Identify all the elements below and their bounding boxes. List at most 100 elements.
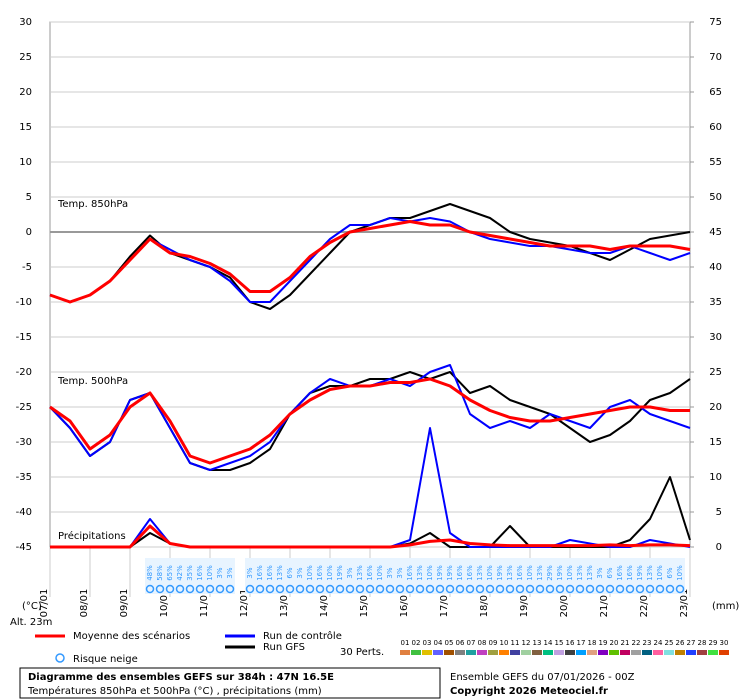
y2-tick-label: 30	[709, 332, 722, 343]
snow-flake	[395, 584, 405, 594]
perturbation-label: 19	[599, 639, 608, 647]
perturbation-label: 25	[665, 639, 674, 647]
snow-bg	[355, 558, 365, 594]
snow-flake	[565, 584, 575, 594]
snow-label: 10%	[656, 565, 664, 581]
snow-bg	[285, 558, 295, 594]
perturbation-swatch	[510, 650, 520, 655]
legend-label: Moyenne des scénarios	[73, 630, 190, 642]
x-tick-label: 09/01	[119, 589, 130, 618]
snow-bg	[165, 558, 175, 594]
snow-flake	[355, 584, 365, 594]
perturbation-swatch	[686, 650, 696, 655]
snow-bg	[265, 558, 275, 594]
snow-flake	[405, 584, 415, 594]
snow-bg	[575, 558, 585, 594]
snow-flake	[655, 584, 665, 594]
perturbation-label: 28	[698, 639, 707, 647]
snow-label: 6%	[666, 567, 674, 578]
y2-tick-label: 10	[709, 472, 722, 483]
snow-flake	[555, 584, 565, 594]
snow-label: 13%	[536, 565, 544, 581]
perturbation-label: 20	[610, 639, 619, 647]
snow-bg	[145, 558, 155, 594]
snow-bg	[385, 558, 395, 594]
y2-tick-label: 20	[709, 402, 722, 413]
snow-label: 13%	[646, 565, 654, 581]
plot-area	[49, 21, 691, 548]
snow-bg	[615, 558, 625, 594]
perturbation-swatch	[587, 650, 597, 655]
perturbation-label: 21	[621, 639, 630, 647]
perturbation-label: 10	[500, 639, 509, 647]
snow-flake	[545, 584, 555, 594]
x-tick-label: 18/01	[479, 589, 490, 618]
perturbation-swatch	[433, 650, 443, 655]
snow-flake	[195, 584, 205, 594]
snow-flake	[455, 584, 465, 594]
snow-label: 3%	[596, 567, 604, 578]
snow-bg	[375, 558, 385, 594]
x-tick-label: 23/01	[679, 589, 690, 618]
y2-tick-label: 25	[709, 367, 722, 378]
snow-label: 6%	[286, 567, 294, 578]
snow-label: 16%	[316, 565, 324, 581]
snow-bg	[585, 558, 595, 594]
snow-flake	[535, 584, 545, 594]
perturbation-label: 01	[401, 639, 410, 647]
y2-tick-label: 40	[709, 262, 722, 273]
snow-label: 3%	[396, 567, 404, 578]
snow-flake	[645, 584, 655, 594]
snow-flake	[305, 584, 315, 594]
y-tick-label: 10	[19, 157, 32, 168]
perturbation-swatch	[653, 650, 663, 655]
snow-bg	[645, 558, 655, 594]
y-tick-label: -10	[16, 297, 32, 308]
snow-label: 16%	[626, 565, 634, 581]
perturbation-swatch	[609, 650, 619, 655]
x-tick-label: 16/01	[399, 589, 410, 618]
snow-label: 13%	[416, 565, 424, 581]
snow-label: 10%	[566, 565, 574, 581]
perturbation-label: 22	[632, 639, 641, 647]
snow-label: 16%	[366, 565, 374, 581]
snow-bg	[405, 558, 415, 594]
snow-flake	[335, 584, 345, 594]
perturbation-label: 09	[489, 639, 498, 647]
snow-label: 10%	[526, 565, 534, 581]
snow-bg	[485, 558, 495, 594]
y2-tick-label: 60	[709, 122, 722, 133]
perturbation-label: 30	[720, 639, 729, 647]
x-tick-label: 17/01	[439, 589, 450, 618]
snow-flake	[145, 584, 155, 594]
perturbation-swatch	[543, 650, 553, 655]
snow-label: 48%	[146, 565, 154, 581]
snow-label: 3%	[216, 567, 224, 578]
snow-flake	[165, 584, 175, 594]
series-line	[49, 220, 691, 304]
snow-flake	[205, 584, 215, 594]
perturbation-swatch	[455, 650, 465, 655]
x-tick-label: 22/01	[639, 589, 650, 618]
panel-label: Temp. 500hPa	[57, 376, 128, 387]
perturbation-swatch	[675, 650, 685, 655]
snow-flake	[605, 584, 615, 594]
perturbation-swatch	[719, 650, 729, 655]
snow-label: 13%	[576, 565, 584, 581]
y2-unit: (mm)	[712, 601, 739, 612]
snow-bg	[295, 558, 305, 594]
snow-label: 35%	[186, 565, 194, 581]
snow-bg	[625, 558, 635, 594]
perturbation-swatch	[521, 650, 531, 655]
perturbation-swatch	[642, 650, 652, 655]
footer-box	[19, 667, 441, 699]
panel-label: Temp. 850hPa	[57, 199, 128, 210]
x-tick-label: 10/01	[159, 589, 170, 618]
perturbation-label: 02	[412, 639, 421, 647]
perturbation-swatch	[532, 650, 542, 655]
panel-label: Précipitations	[58, 530, 126, 542]
y2-tick-label: 65	[709, 87, 722, 98]
snow-bg	[195, 558, 205, 594]
snow-flake	[345, 584, 355, 594]
snow-label: 65%	[166, 565, 174, 581]
